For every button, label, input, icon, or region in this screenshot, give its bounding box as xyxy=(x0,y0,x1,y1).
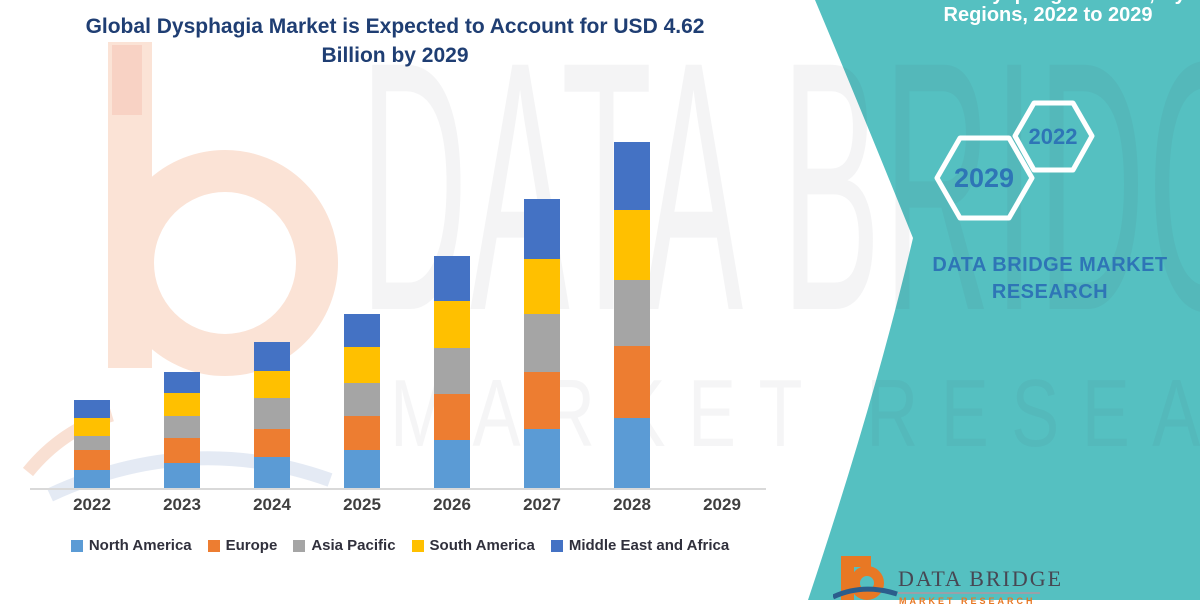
bar-segment-2024-asia-pacific xyxy=(254,398,290,429)
legend-label: Europe xyxy=(225,537,278,554)
x-axis-label-2025: 2025 xyxy=(343,495,381,514)
x-axis-line xyxy=(30,488,766,490)
side-panel-shape xyxy=(808,0,1200,600)
bar-segment-2026-europe xyxy=(434,394,470,440)
bar-segment-2028-south-america xyxy=(614,210,650,280)
bar-segment-2027-north-america xyxy=(524,429,560,488)
bar-segment-2027-middle-east-and-africa xyxy=(524,199,560,259)
bar-segment-2026-south-america xyxy=(434,301,470,348)
chart-title-line1: Global Dysphagia Market is Expected to A… xyxy=(85,15,705,38)
panel-brand-line1: DATA BRIDGE MARKET xyxy=(932,254,1168,276)
bar-segment-2023-south-america xyxy=(164,393,200,416)
legend-item-asia-pacific: Asia Pacific xyxy=(293,537,396,554)
bar-segment-2027-asia-pacific xyxy=(524,314,560,372)
x-axis-label-2027: 2027 xyxy=(523,495,561,514)
logo-swoosh xyxy=(833,586,898,600)
chart-legend: North America Europe Asia Pacific South Ame… xyxy=(0,537,800,554)
year-hexagons: 2029 2022 xyxy=(934,100,1095,221)
bar-segment-2025-south-america xyxy=(344,347,380,383)
x-axis-label-2029: 2029 xyxy=(703,495,741,514)
bar-segment-2025-middle-east-and-africa xyxy=(344,314,380,347)
bar-segment-2027-europe xyxy=(524,372,560,429)
bar-segment-2025-north-america xyxy=(344,450,380,488)
bar-segment-2028-north-america xyxy=(614,418,650,488)
bar-segment-2028-asia-pacific xyxy=(614,280,650,346)
legend-item-middle-east-and-africa: Middle East and Africa xyxy=(550,537,730,554)
legend-label: South America xyxy=(429,537,535,554)
bar-segment-2028-middle-east-and-africa xyxy=(614,142,650,210)
panel-brand-text: DATA BRIDGE MARKET RESEARCH xyxy=(890,252,1200,306)
footer-brand-text: DATA BRIDGE xyxy=(898,566,1064,591)
legend-swatch xyxy=(207,539,220,552)
bar-segment-2026-north-america xyxy=(434,440,470,488)
hexagon-2029 xyxy=(934,135,1035,221)
footer-divider xyxy=(898,592,1040,594)
x-axis-label-2028: 2028 xyxy=(613,495,651,514)
bar-segment-2028-europe xyxy=(614,346,650,418)
bar-segment-2026-middle-east-and-africa xyxy=(434,256,470,301)
hexagon-2029-label: 2029 xyxy=(954,163,1014,193)
chart-title-line2: Billion by 2029 xyxy=(321,44,469,67)
legend-label: North America xyxy=(88,537,192,554)
bar-segment-2027-south-america xyxy=(524,259,560,314)
legend-label: Middle East and Africa xyxy=(568,537,730,554)
legend-swatch xyxy=(550,539,563,552)
bar-segment-2023-asia-pacific xyxy=(164,416,200,438)
footer-sub-text: MARKET RESEARCH xyxy=(899,596,1036,606)
side-panel-heading-line2: Regions, 2022 to 2029 xyxy=(943,4,1153,26)
side-panel-heading-line1-clipped: Global Dysphagia Market, By xyxy=(888,0,1200,7)
legend-swatch xyxy=(293,539,306,552)
panel-brand-line2: RESEARCH xyxy=(991,281,1109,303)
legend-swatch xyxy=(411,539,424,552)
hexagon-2022 xyxy=(1012,100,1095,173)
logo-bowl xyxy=(850,566,884,600)
legend-swatch xyxy=(70,539,83,552)
bar-segment-2026-asia-pacific xyxy=(434,348,470,394)
logo-top-bar xyxy=(841,556,871,567)
bar-segment-2025-asia-pacific xyxy=(344,383,380,416)
bar-segment-2025-europe xyxy=(344,416,380,450)
legend-item-north-america: North America xyxy=(70,537,192,554)
x-axis-label-2026: 2026 xyxy=(433,495,471,514)
legend-item-europe: Europe xyxy=(207,537,278,554)
databridge-logo-icon xyxy=(833,556,898,600)
chart-title: Global Dysphagia Market is Expected to A… xyxy=(0,12,790,70)
bar-segment-2023-middle-east-and-africa xyxy=(164,372,200,393)
legend-label: Asia Pacific xyxy=(311,537,396,554)
legend-item-south-america: South America xyxy=(411,537,535,554)
hexagon-2022-label: 2022 xyxy=(1029,124,1078,149)
